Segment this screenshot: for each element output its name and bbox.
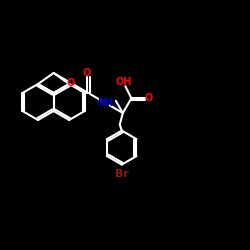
Text: O: O — [144, 93, 152, 103]
Text: O: O — [67, 78, 75, 88]
Text: O: O — [82, 68, 90, 78]
Text: OH: OH — [115, 77, 132, 87]
Text: NH: NH — [98, 98, 114, 108]
Text: Br: Br — [115, 168, 129, 178]
